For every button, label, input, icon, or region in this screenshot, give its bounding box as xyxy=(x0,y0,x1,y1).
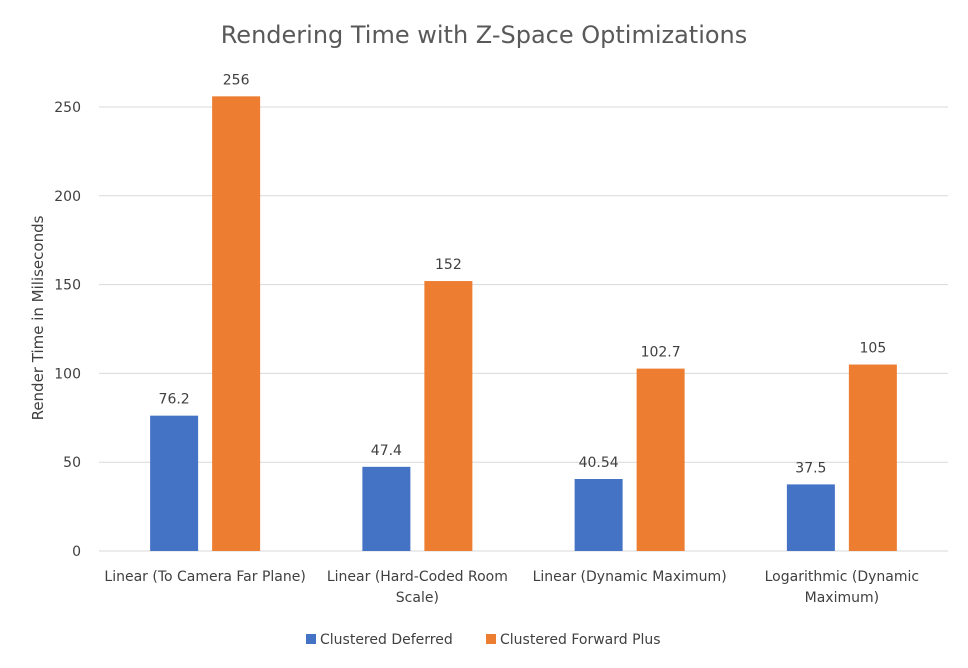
y-tick-label: 200 xyxy=(54,189,81,205)
x-category-label: Logarithmic (Dynamic xyxy=(765,569,919,585)
chart-title: Rendering Time with Z-Space Optimization… xyxy=(221,21,748,49)
data-label: 256 xyxy=(223,72,250,88)
data-label: 47.4 xyxy=(371,443,402,459)
legend-label: Clustered Deferred xyxy=(320,632,453,648)
bar-clustered-forward-plus xyxy=(636,368,685,551)
x-category-label: Linear (Hard-Coded Room xyxy=(327,569,508,585)
bar-clustered-forward-plus xyxy=(848,364,897,551)
x-category-label: Linear (To Camera Far Plane) xyxy=(104,569,305,585)
bar-clustered-forward-plus xyxy=(212,96,261,552)
data-label: 76.2 xyxy=(159,392,190,408)
bars xyxy=(150,96,897,552)
y-tick-label: 100 xyxy=(54,366,81,382)
data-label: 152 xyxy=(435,257,462,273)
y-tick-label: 250 xyxy=(54,100,81,116)
x-axis-categories: Linear (To Camera Far Plane) Linear (Hard… xyxy=(104,569,919,606)
data-label: 37.5 xyxy=(795,460,826,476)
data-label: 102.7 xyxy=(641,345,681,361)
bar-clustered-deferred xyxy=(786,484,835,551)
data-labels: 76.2 256 47.4 152 40.54 102.7 37.5 105 xyxy=(159,72,887,476)
bar-clustered-forward-plus xyxy=(424,281,473,551)
y-tick-label: 0 xyxy=(72,544,81,560)
bar-clustered-deferred xyxy=(150,415,199,551)
x-category-label: Scale) xyxy=(396,590,439,606)
bar-clustered-deferred xyxy=(362,466,411,551)
bar-clustered-deferred xyxy=(574,479,623,551)
legend: Clustered Deferred Clustered Forward Plus xyxy=(306,632,661,648)
legend-label: Clustered Forward Plus xyxy=(500,632,661,648)
y-axis-label: Render Time in Miliseconds xyxy=(29,215,47,420)
x-category-label: Maximum) xyxy=(805,590,879,606)
legend-swatch xyxy=(306,634,316,644)
data-label: 40.54 xyxy=(579,455,619,471)
y-tick-label: 50 xyxy=(63,455,81,471)
y-axis-ticks: 0 50 100 150 200 250 xyxy=(54,100,81,560)
legend-swatch xyxy=(486,634,496,644)
y-tick-label: 150 xyxy=(54,278,81,294)
data-label: 105 xyxy=(860,341,887,357)
x-category-label: Linear (Dynamic Maximum) xyxy=(533,569,727,585)
